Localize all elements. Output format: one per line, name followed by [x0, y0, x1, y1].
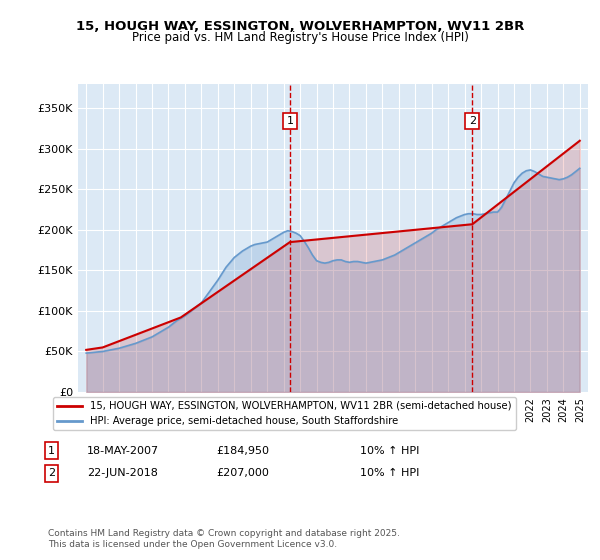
Text: 2: 2 [469, 116, 476, 126]
Text: 10% ↑ HPI: 10% ↑ HPI [360, 446, 419, 456]
Text: 1: 1 [286, 116, 293, 126]
Text: 15, HOUGH WAY, ESSINGTON, WOLVERHAMPTON, WV11 2BR: 15, HOUGH WAY, ESSINGTON, WOLVERHAMPTON,… [76, 20, 524, 32]
Text: 18-MAY-2007: 18-MAY-2007 [87, 446, 159, 456]
Text: £207,000: £207,000 [216, 468, 269, 478]
Text: Price paid vs. HM Land Registry's House Price Index (HPI): Price paid vs. HM Land Registry's House … [131, 31, 469, 44]
Text: 22-JUN-2018: 22-JUN-2018 [87, 468, 158, 478]
Text: Contains HM Land Registry data © Crown copyright and database right 2025.
This d: Contains HM Land Registry data © Crown c… [48, 529, 400, 549]
Text: 2: 2 [48, 468, 55, 478]
Legend: 15, HOUGH WAY, ESSINGTON, WOLVERHAMPTON, WV11 2BR (semi-detached house), HPI: Av: 15, HOUGH WAY, ESSINGTON, WOLVERHAMPTON,… [53, 397, 515, 430]
Text: £184,950: £184,950 [216, 446, 269, 456]
Text: 1: 1 [48, 446, 55, 456]
Text: 10% ↑ HPI: 10% ↑ HPI [360, 468, 419, 478]
